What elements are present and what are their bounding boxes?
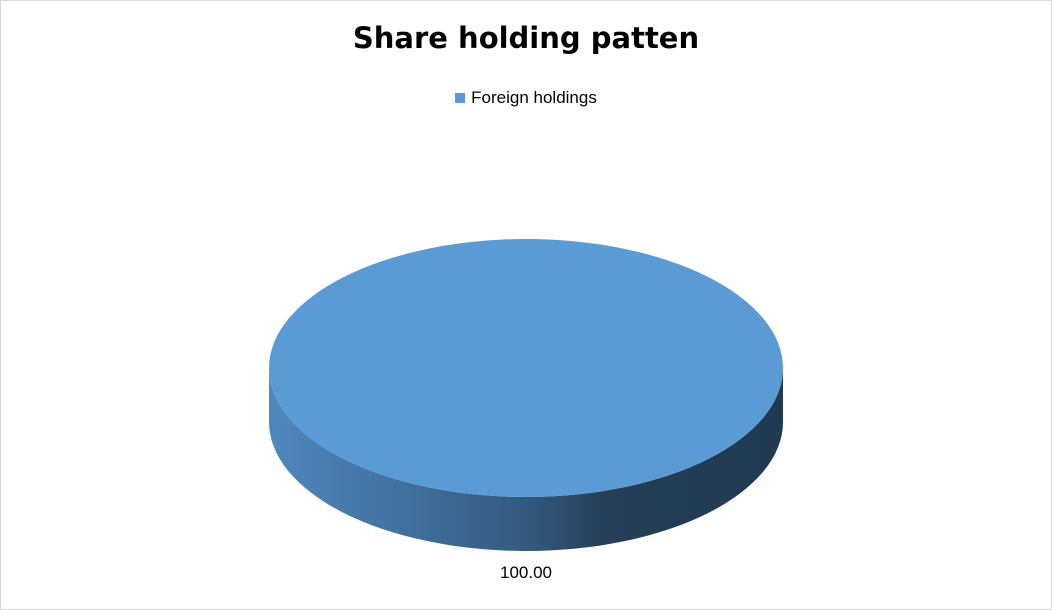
pie-slice-side [269, 368, 783, 551]
data-label: 100.00 [500, 563, 552, 582]
legend: Foreign holdings [1, 88, 1051, 108]
legend-label: Foreign holdings [471, 88, 597, 107]
pie-slice-foreign-holdings [269, 239, 783, 497]
legend-swatch [455, 93, 466, 103]
chart-title: Share holding patten [352, 21, 700, 55]
